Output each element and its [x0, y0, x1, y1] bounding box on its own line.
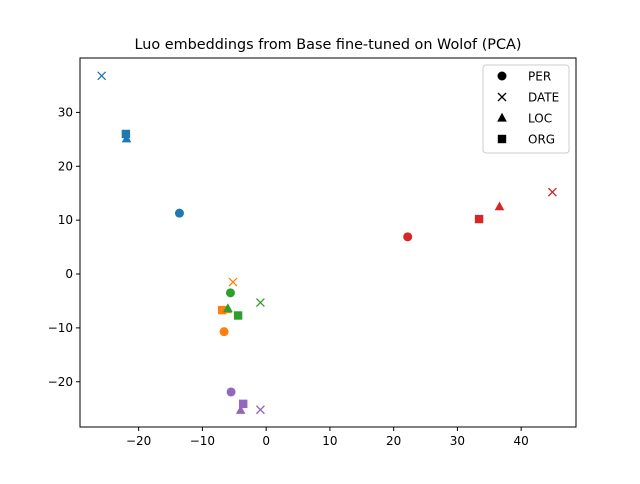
data-point-org-5 — [239, 399, 248, 409]
x-tick-label: −20 — [126, 434, 151, 448]
y-tick-label: 30 — [58, 105, 73, 119]
data-point-org-4 — [474, 214, 484, 224]
legend-marker-per — [497, 71, 507, 81]
axes-frame — [79, 57, 577, 428]
x-tick-label: 20 — [386, 434, 401, 448]
data-point-per-3 — [225, 288, 235, 298]
legend-frame — [482, 64, 570, 154]
y-tick-label: −20 — [48, 375, 73, 389]
data-point-org-1 — [121, 129, 131, 139]
x-tick-label: 0 — [262, 434, 270, 448]
legend-marker-org — [497, 134, 507, 144]
chart-title: Luo embeddings from Base fine-tuned on W… — [134, 37, 521, 53]
plot-area — [97, 71, 557, 415]
axis-ticks: −20 −10 0 10 20 30 40 −20 −10 0 10 20 30 — [48, 105, 529, 448]
legend-label-date: DATE — [528, 91, 559, 105]
legend: PER DATE LOC ORG — [482, 64, 570, 154]
data-point-loc-4 — [494, 201, 505, 211]
y-tick-label: 20 — [58, 159, 73, 173]
data-point-date-2 — [228, 277, 238, 287]
data-point-date-4 — [547, 187, 557, 197]
legend-label-per: PER — [528, 70, 551, 84]
x-tick-label: 30 — [450, 434, 465, 448]
data-point-per-5 — [226, 387, 236, 397]
data-point-date-1 — [97, 71, 107, 81]
x-tick-label: 10 — [322, 434, 337, 448]
data-point-loc-3 — [223, 303, 233, 313]
y-tick-label: −10 — [48, 321, 73, 335]
data-point-org-2 — [217, 305, 227, 315]
data-point-per-2 — [219, 327, 229, 337]
data-point-date-3 — [255, 298, 265, 308]
x-tick-label: 40 — [514, 434, 529, 448]
legend-label-loc: LOC — [528, 112, 552, 126]
data-point-per-4 — [403, 232, 413, 242]
legend-label-org: ORG — [528, 133, 555, 147]
data-point-date-5 — [255, 405, 265, 415]
data-point-org-3 — [233, 311, 243, 320]
legend-marker-date — [497, 92, 507, 102]
x-tick-label: −10 — [190, 434, 215, 448]
data-point-per-1 — [174, 208, 184, 218]
data-point-loc-5 — [235, 405, 246, 414]
y-tick-label: 10 — [58, 213, 73, 227]
legend-marker-loc — [497, 112, 507, 122]
y-tick-label: 0 — [65, 267, 73, 281]
